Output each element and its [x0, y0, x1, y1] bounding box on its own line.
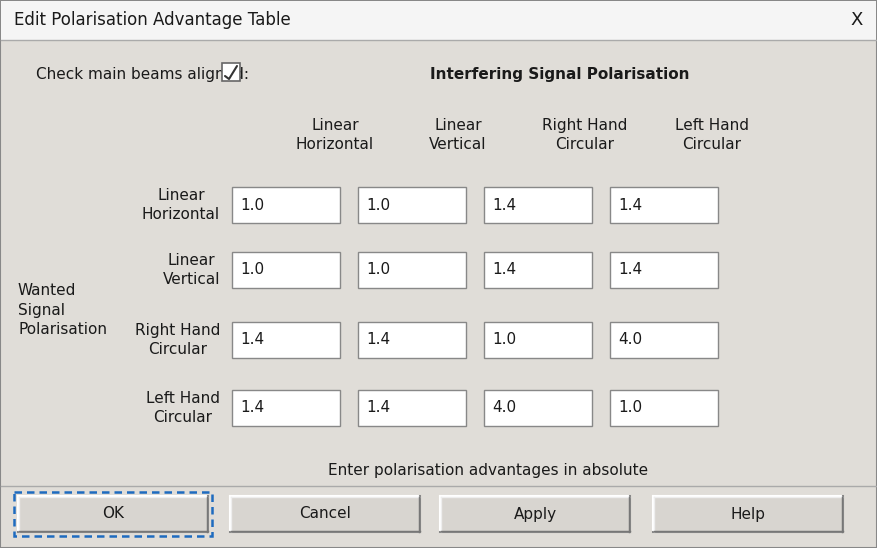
Bar — [14, 492, 212, 536]
Bar — [653, 496, 843, 532]
Text: 1.4: 1.4 — [366, 333, 390, 347]
Text: 4.0: 4.0 — [492, 401, 517, 415]
Text: 1.0: 1.0 — [366, 197, 390, 213]
Text: Right Hand
Circular: Right Hand Circular — [135, 323, 220, 357]
Text: 1.0: 1.0 — [366, 262, 390, 277]
Text: Linear
Vertical: Linear Vertical — [162, 253, 220, 287]
Text: Left Hand
Circular: Left Hand Circular — [146, 391, 220, 425]
Text: X: X — [851, 11, 863, 29]
Bar — [1, 1, 876, 40]
Bar — [610, 390, 718, 426]
Text: Linear
Vertical: Linear Vertical — [429, 118, 487, 152]
Bar — [358, 322, 466, 358]
Bar — [222, 63, 240, 81]
Bar — [232, 390, 340, 426]
Text: Help: Help — [731, 506, 766, 522]
Bar — [610, 322, 718, 358]
Text: 1.4: 1.4 — [618, 262, 642, 277]
Text: 1.0: 1.0 — [240, 197, 264, 213]
Text: 1.4: 1.4 — [366, 401, 390, 415]
Bar — [232, 252, 340, 288]
Bar — [232, 322, 340, 358]
Text: Linear
Horizontal: Linear Horizontal — [296, 118, 374, 152]
Bar — [440, 496, 630, 532]
Text: Check main beams aligned:: Check main beams aligned: — [36, 66, 249, 82]
Bar — [230, 496, 420, 532]
Text: Enter polarisation advantages in absolute: Enter polarisation advantages in absolut… — [329, 463, 649, 477]
Text: 1.4: 1.4 — [492, 262, 517, 277]
Text: 1.4: 1.4 — [618, 197, 642, 213]
Bar — [358, 390, 466, 426]
Bar — [232, 187, 340, 223]
Text: 1.4: 1.4 — [240, 333, 264, 347]
Bar — [358, 252, 466, 288]
Text: Wanted
Signal
Polarisation: Wanted Signal Polarisation — [18, 283, 107, 338]
Text: OK: OK — [102, 506, 124, 522]
Text: 1.0: 1.0 — [618, 401, 642, 415]
Text: Linear
Horizontal: Linear Horizontal — [142, 187, 220, 222]
Text: Right Hand
Circular: Right Hand Circular — [542, 118, 628, 152]
Text: Cancel: Cancel — [299, 506, 351, 522]
Bar — [18, 496, 208, 532]
Text: 1.4: 1.4 — [492, 197, 517, 213]
Bar — [610, 187, 718, 223]
Bar — [484, 390, 592, 426]
Text: 4.0: 4.0 — [618, 333, 642, 347]
Text: Apply: Apply — [513, 506, 557, 522]
Bar — [484, 187, 592, 223]
Bar — [610, 252, 718, 288]
Text: Edit Polarisation Advantage Table: Edit Polarisation Advantage Table — [14, 11, 291, 29]
Text: 1.0: 1.0 — [240, 262, 264, 277]
Text: Interfering Signal Polarisation: Interfering Signal Polarisation — [431, 66, 689, 82]
Bar — [484, 322, 592, 358]
Text: Left Hand
Circular: Left Hand Circular — [675, 118, 749, 152]
Bar — [484, 252, 592, 288]
Text: 1.0: 1.0 — [492, 333, 517, 347]
Text: 1.4: 1.4 — [240, 401, 264, 415]
Bar — [358, 187, 466, 223]
